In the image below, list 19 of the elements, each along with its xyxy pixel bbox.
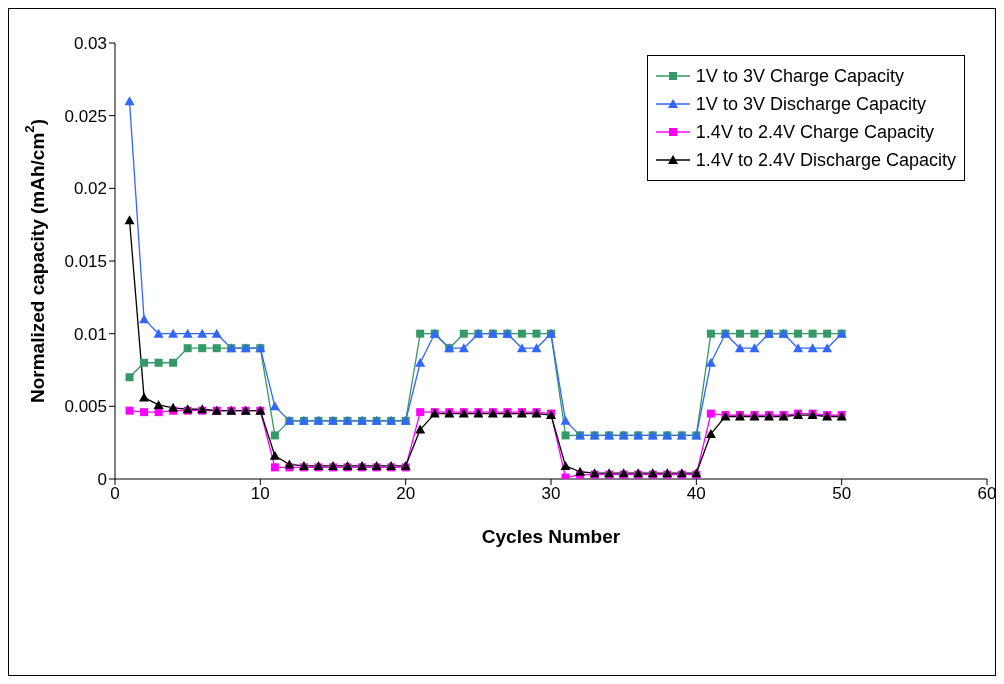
y-tick-label: 0 (97, 470, 107, 490)
x-tick-label: 10 (250, 484, 270, 504)
x-tick-label: 30 (541, 484, 561, 504)
y-tick-label: 0.01 (73, 324, 107, 344)
x-tick-label: 50 (832, 484, 852, 504)
y-tick-label: 0.015 (64, 252, 107, 272)
y-tick-label: 0.02 (73, 179, 107, 199)
legend-label: 1.4V to 2.4V Discharge Capacity (695, 149, 956, 171)
legend-label: 1.4V to 2.4V Charge Capacity (695, 121, 934, 143)
x-axis-title: Cycles Number (481, 526, 621, 547)
legend-label: 1V to 3V Discharge Capacity (695, 93, 926, 115)
x-tick-label: 0 (110, 484, 120, 504)
y-tick-label: 0.005 (64, 397, 107, 417)
y-tick-label: 0.025 (64, 106, 107, 126)
x-tick-label: 20 (396, 484, 416, 504)
y-tick-label: 0.03 (73, 34, 107, 54)
x-tick-label: 40 (686, 484, 706, 504)
legend-label: 1V to 3V Charge Capacity (695, 65, 904, 87)
x-tick-label: 60 (977, 484, 997, 504)
